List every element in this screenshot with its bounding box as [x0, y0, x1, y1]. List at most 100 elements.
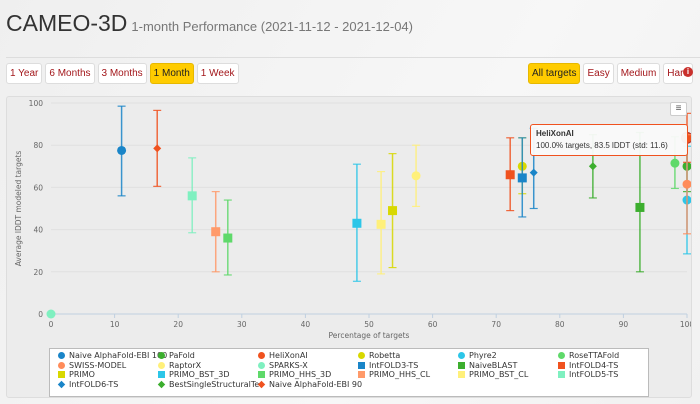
legend-label: IntFOLD3-TS	[369, 360, 419, 370]
data-point-naive-alphafold-ebi-100[interactable]	[117, 145, 127, 155]
data-point-intfold6-ts[interactable]	[529, 168, 538, 177]
legend-item[interactable]: PRIMO	[58, 370, 158, 380]
legend-label: Naive AlphaFold-EBI 100	[69, 351, 168, 361]
legend-label: PRIMO_HHS_CL	[369, 370, 431, 380]
circle-marker-icon	[558, 352, 565, 360]
legend-item[interactable]: PRIMO_BST_CL	[458, 370, 558, 380]
data-point-primo-bst-cl[interactable]	[376, 219, 386, 229]
legend-item[interactable]: IntFOLD3-TS	[358, 361, 458, 371]
diamond-marker-icon	[257, 380, 266, 388]
circle-marker-icon	[58, 352, 65, 360]
legend-label: PRIMO	[69, 370, 95, 380]
diamond-marker-icon	[57, 380, 66, 388]
medium-button[interactable]: Medium	[616, 63, 661, 84]
legend-item[interactable]: RoseTTAFold	[558, 351, 658, 361]
y-tick-label: 0	[38, 310, 43, 319]
legend-label: PRIMO_BST_CL	[469, 370, 529, 380]
x-tick-label: 80	[555, 320, 565, 329]
y-tick-label: 40	[33, 226, 43, 235]
legend-label: SWISS-MODEL	[69, 360, 127, 370]
data-point-rosettafold[interactable]	[670, 158, 680, 168]
legend-item[interactable]: PRIMO_HHS_3D	[258, 370, 358, 380]
legend-label: Phyre2	[469, 351, 497, 361]
subtitle: 1-month Performance (2021-11-12 - 2021-1…	[131, 19, 413, 34]
y-tick-label: 100	[29, 99, 44, 108]
period-button-group: 1 Year 6 Months 3 Months 1 Month 1 Week	[6, 63, 239, 84]
data-point-primo-hhs-3d[interactable]	[223, 233, 233, 243]
legend-item[interactable]: PaFold	[158, 351, 258, 361]
legend-item[interactable]: PRIMO_BST_3D	[158, 370, 258, 380]
square-marker-icon	[458, 361, 465, 369]
period-3-months-button[interactable]: 3 Months	[97, 63, 147, 84]
data-point-swiss-model[interactable]	[682, 179, 692, 189]
x-tick-label: 70	[491, 320, 501, 329]
legend-item[interactable]: Naive AlphaFold-EBI 100	[58, 351, 167, 361]
legend-label: IntFOLD4-TS	[569, 360, 619, 370]
data-point-primo-hhs-cl[interactable]	[211, 227, 221, 237]
legend-label: RoseTTAFold	[569, 351, 620, 361]
period-1-month-button[interactable]: 1 Month	[149, 63, 194, 84]
legend-item[interactable]: IntFOLD4-TS	[558, 361, 658, 371]
legend-item[interactable]: Phyre2	[458, 351, 558, 361]
x-tick-label: 30	[237, 320, 247, 329]
period-6-months-button[interactable]: 6 Months	[45, 63, 95, 84]
legend-item[interactable]: IntFOLD6-TS	[57, 380, 158, 390]
legend-label: RaptorX	[169, 360, 202, 370]
circle-marker-icon	[158, 352, 165, 360]
all-targets-button[interactable]: All targets	[528, 63, 581, 84]
data-point-sparks-x[interactable]	[46, 309, 56, 319]
difficulty-button-group: All targets Easy Medium Hard	[528, 63, 693, 84]
page-title: CAMEO-3D 1-month Performance (2021-11-12 …	[6, 10, 413, 37]
legend-item[interactable]: IntFOLD5-TS	[558, 370, 658, 380]
hamburger-icon[interactable]: ≡	[670, 102, 687, 116]
legend-item[interactable]: NaiveBLAST	[458, 361, 558, 371]
data-point-bestsinglestructuralte-[interactable]	[588, 162, 597, 171]
data-point-naiveblast[interactable]	[635, 202, 645, 212]
legend-item[interactable]: SWISS-MODEL	[58, 361, 158, 371]
legend-item[interactable]: RaptorX	[158, 361, 258, 371]
data-point-intfold4-ts[interactable]	[505, 170, 515, 180]
square-marker-icon	[258, 371, 265, 379]
data-point-primo-bst-3d[interactable]	[352, 218, 362, 228]
legend-item[interactable]: Robetta	[358, 351, 458, 361]
square-marker-icon	[558, 371, 565, 379]
chart-panel: 0 20 40 60 80 100 0 10 20 30 40 50 60 70 80 90 100 Percen…	[6, 96, 692, 398]
tooltip: HeliXonAI 100.0% targets, 83.5 lDDT (std:…	[530, 124, 688, 156]
info-circle-icon[interactable]: i	[683, 67, 693, 77]
x-tick-label: 40	[301, 320, 311, 329]
legend-label: BestSingleStructuralTe.	[169, 379, 262, 389]
x-axis-label: Percentage of targets	[329, 331, 410, 340]
x-tick-label: 60	[428, 320, 438, 329]
circle-marker-icon	[458, 352, 465, 360]
circle-marker-icon	[58, 361, 65, 369]
divider	[6, 57, 700, 58]
square-marker-icon	[558, 361, 565, 369]
circle-marker-icon	[358, 352, 365, 360]
legend-item[interactable]: Naive AlphaFold-EBI 90	[257, 380, 362, 390]
legend-item[interactable]: SPARKS-X	[258, 361, 358, 371]
period-1-year-button[interactable]: 1 Year	[6, 63, 43, 84]
y-tick-label: 80	[33, 141, 43, 150]
legend-item[interactable]: BestSingleStructuralTe.	[157, 380, 262, 390]
circle-marker-icon	[258, 361, 265, 369]
legend-label: PaFold	[169, 351, 195, 361]
data-point-naive-alphafold-ebi-90[interactable]	[153, 144, 162, 153]
square-marker-icon	[358, 361, 365, 369]
tooltip-title: HeliXonAI	[536, 129, 574, 138]
legend-label: PRIMO_HHS_3D	[269, 370, 332, 380]
square-marker-icon	[58, 371, 65, 379]
circle-marker-icon	[258, 352, 265, 360]
data-point-intfold5-ts[interactable]	[187, 191, 197, 201]
legend-item[interactable]: PRIMO_HHS_CL	[358, 370, 458, 380]
data-point-intfold3-ts[interactable]	[517, 173, 527, 183]
legend-label: SPARKS-X	[269, 360, 308, 370]
easy-button[interactable]: Easy	[583, 63, 614, 84]
legend-item[interactable]: HeliXonAI	[258, 351, 358, 361]
period-1-week-button[interactable]: 1 Week	[196, 63, 239, 84]
data-point-primo[interactable]	[388, 206, 398, 216]
scatter-chart: 0 20 40 60 80 100 0 10 20 30 40 50 60 70 80 90 100 Percen…	[14, 99, 692, 340]
x-tick-label: 10	[110, 320, 120, 329]
legend-label: HeliXonAI	[269, 351, 308, 361]
data-point-raptorx[interactable]	[411, 171, 421, 181]
circle-marker-icon	[158, 361, 165, 369]
